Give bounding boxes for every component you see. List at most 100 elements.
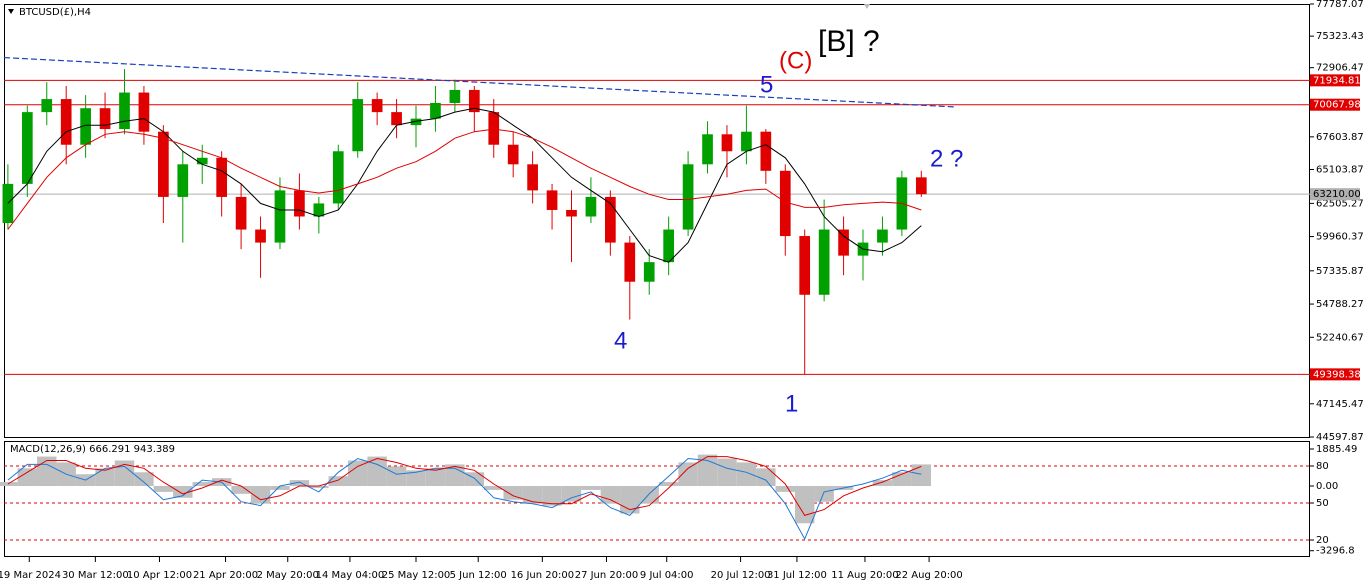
wave-label: 5 — [760, 71, 773, 98]
candle-body — [643, 262, 655, 282]
candle-body — [585, 196, 597, 217]
y-tick-label: -3296.8 — [1316, 546, 1355, 557]
macd-bar — [347, 460, 368, 487]
x-tick-label: 25 May 12:00 — [382, 570, 451, 581]
y-tick-label: 1885.49 — [1316, 444, 1357, 455]
macd-bar — [717, 458, 737, 487]
macd-line — [7, 457, 922, 541]
wave-label: (C) — [779, 47, 812, 74]
shift-marker — [864, 4, 870, 9]
x-tick-label: 21 Apr 20:00 — [193, 570, 258, 581]
macd-bar — [17, 468, 38, 487]
y-tick-label: 65103.87 — [1316, 164, 1364, 175]
macd-bar — [386, 466, 407, 487]
candle-body — [682, 164, 694, 230]
y-tick-label: 75323.43 — [1316, 31, 1364, 42]
candle-body — [196, 157, 208, 165]
wave-label: 1 — [785, 390, 798, 417]
moving-average — [7, 107, 922, 263]
candle-body — [80, 108, 91, 145]
macd-bar — [600, 486, 621, 504]
candle-body — [177, 164, 189, 197]
candle-body — [760, 131, 772, 171]
level-tag — [1310, 74, 1360, 87]
x-tick-label: 5 Jun 12:00 — [450, 570, 507, 581]
candle-body — [721, 134, 733, 152]
macd-bar — [911, 464, 932, 487]
y-tick-label: 44597.87 — [1316, 432, 1364, 443]
macd-bar — [756, 468, 776, 487]
macd-bar — [561, 486, 582, 502]
x-tick-label: 14 May 04:00 — [316, 570, 385, 581]
macd-bar — [406, 470, 426, 487]
macd-bar — [522, 486, 543, 504]
macd-bar — [367, 456, 387, 487]
y-tick-label: 80 — [1316, 461, 1329, 472]
candle-body — [158, 131, 169, 197]
macd-bar — [0, 482, 18, 487]
macd-bar — [153, 486, 174, 492]
wave-label: 2 ? — [930, 145, 963, 172]
candle-body — [255, 229, 266, 243]
x-tick-label: 16 Jun 20:00 — [511, 570, 575, 581]
level-tag — [1310, 188, 1360, 201]
trendline — [3, 56, 957, 108]
candle-body — [507, 144, 519, 165]
candle-body — [799, 236, 811, 295]
level-label: 63210.00 — [1313, 189, 1361, 200]
candle-body — [430, 102, 441, 119]
macd-bar — [289, 480, 310, 487]
macd-bar — [503, 486, 523, 500]
level-tag — [1310, 368, 1360, 381]
candle-body — [371, 99, 383, 113]
candle-body — [546, 190, 558, 210]
macd-bar — [775, 486, 795, 492]
y-tick-label: 54788.27 — [1316, 299, 1364, 310]
x-tick-label: 19 Mar 2024 — [0, 570, 61, 581]
candle-body — [2, 183, 14, 224]
candle-body — [410, 118, 422, 126]
candle-body — [119, 92, 130, 130]
moving-average — [7, 128, 922, 230]
candle-body — [21, 112, 33, 184]
candle-body — [294, 190, 305, 217]
candle-body — [741, 131, 752, 152]
candle-body — [818, 229, 830, 295]
y-tick-label: 62505.27 — [1316, 198, 1364, 209]
candle-body — [468, 89, 480, 113]
candle-body — [566, 209, 577, 217]
level-tag — [1310, 98, 1360, 111]
x-tick-label: 10 Apr 12:00 — [127, 570, 192, 581]
macd-bar — [542, 486, 562, 506]
menu-arrow — [8, 9, 14, 14]
candle-body — [702, 134, 713, 165]
chart-title: BTCUSD(£),H4 — [19, 7, 91, 18]
candle-body — [99, 108, 111, 130]
candle-body — [779, 170, 791, 237]
macd-bar — [814, 486, 834, 502]
candle-body — [313, 203, 325, 217]
x-tick-label: 11 Aug 20:00 — [831, 570, 898, 581]
macd-bar — [678, 462, 698, 487]
y-tick-label: 67603.87 — [1316, 132, 1364, 143]
macd-bar — [328, 476, 348, 487]
macd-bar — [173, 486, 193, 498]
macd-title: MACD(12,26,9) 666.291 943.389 — [10, 444, 175, 455]
macd-bar — [231, 486, 251, 494]
macd-panel-frame — [4, 441, 1310, 557]
x-tick-label: 22 Aug 20:00 — [895, 570, 962, 581]
candle-body — [605, 196, 616, 243]
candle-body — [352, 99, 364, 152]
level-label: 70067.98 — [1313, 100, 1361, 111]
y-tick-label: 0.00 — [1316, 481, 1338, 492]
candle-body — [235, 196, 247, 230]
y-tick-label: 77787.07 — [1316, 0, 1364, 10]
x-tick-label: 30 Mar 12:00 — [62, 570, 129, 581]
candle-body — [527, 164, 538, 191]
candle-body — [60, 99, 72, 145]
candle-body — [274, 190, 286, 243]
x-tick-label: 2 May 20:00 — [257, 570, 319, 581]
candle-body — [915, 177, 927, 195]
candle-body — [41, 99, 53, 113]
